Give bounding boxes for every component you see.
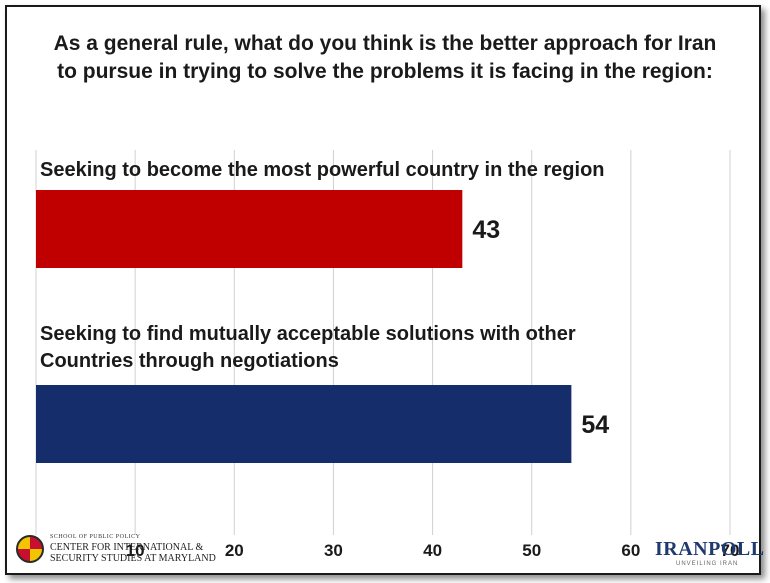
x-tick-label-1: 10 [126, 541, 145, 560]
center-name: CENTER FOR INTERNATIONAL & SECURITY STUD… [50, 542, 216, 564]
bar-0 [36, 190, 463, 268]
center-name-line-2: SECURITY STUDIES AT MARYLAND [50, 553, 216, 564]
value-label-0: 43 [472, 216, 500, 244]
x-tick-label-4: 40 [423, 541, 442, 560]
x-tick-label-6: 60 [621, 541, 640, 560]
center-name-line-1: CENTER FOR INTERNATIONAL & [50, 542, 204, 553]
category-label-0-line-0: Seeking to become the most powerful coun… [40, 159, 605, 181]
chart-title: As a general rule, what do you think is … [0, 30, 770, 86]
category-label-1-line-1: Countries through negotiations [40, 350, 339, 372]
umd-seal-icon [16, 535, 44, 563]
x-tick-label-2: 20 [225, 541, 244, 560]
chart-title-line-1: As a general rule, what do you think is … [53, 32, 717, 55]
x-tick-label-5: 50 [522, 541, 541, 560]
x-tick-label-7: 70 [721, 541, 740, 560]
cissm-logo: SCHOOL OF PUBLIC POLICY CENTER FOR INTER… [14, 531, 224, 571]
school-label: SCHOOL OF PUBLIC POLICY [50, 534, 141, 540]
x-tick-label-3: 30 [324, 541, 343, 560]
iranpoll-logo: IRANPOLL [655, 538, 765, 560]
value-label-1: 54 [581, 411, 609, 439]
slide-frame [5, 5, 761, 575]
chart-title-line-2: to pursue in trying to solve the problem… [57, 60, 713, 83]
bar-1 [36, 385, 572, 463]
category-label-1-line-0: Seeking to find mutually acceptable solu… [40, 323, 576, 345]
iranpoll-tagline: UNVEILING IRAN [676, 561, 739, 567]
